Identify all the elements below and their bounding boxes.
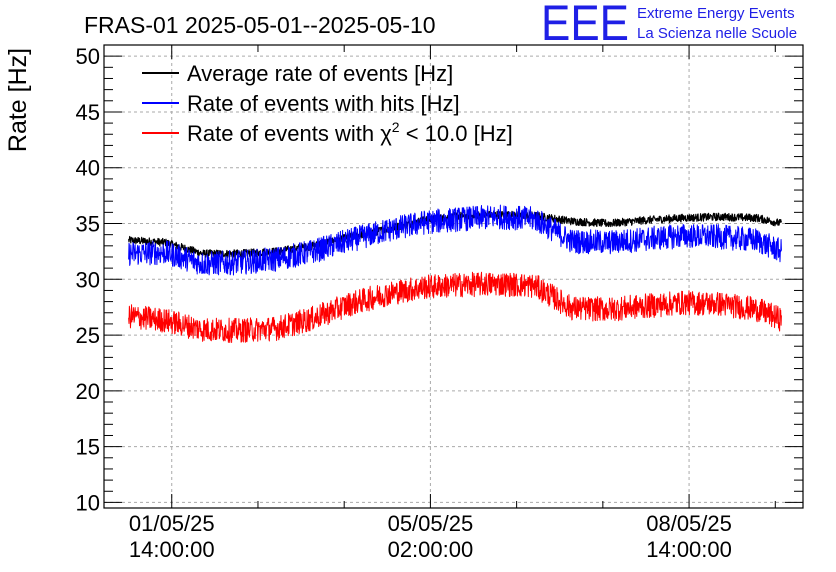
y-tick-label: 15 [76, 435, 100, 460]
y-tick-label: 45 [76, 100, 100, 125]
eee-logo-mark: EEE [541, 0, 629, 51]
series-line-3 [128, 271, 782, 344]
y-axis-label: Rate [Hz] [4, 48, 32, 152]
legend-label-2: Rate of events with hits [Hz] [187, 91, 460, 116]
eee-logo-line2: La Scienza nelle Scuole [637, 25, 797, 42]
chart-title: FRAS-01 2025-05-01--2025-05-10 [84, 12, 436, 38]
y-tick-label: 25 [76, 323, 100, 348]
y-tick-label: 50 [76, 44, 100, 69]
legend-label-1: Average rate of events [Hz] [187, 61, 453, 86]
y-tick-label: 10 [76, 490, 100, 515]
x-tick-label-time: 14:00:00 [129, 537, 215, 562]
y-tick-label: 40 [76, 156, 100, 181]
legend-label-3: Rate of events with χ2 < 10.0 [Hz] [187, 119, 513, 146]
series-line-2 [128, 204, 782, 276]
x-tick-label-time: 02:00:00 [388, 537, 474, 562]
axis-ticks [104, 44, 803, 508]
eee-logo: EEE Extreme Energy Events La Scienza nel… [541, 0, 797, 51]
x-tick-labels: 01/05/2514:00:0005/05/2502:00:0008/05/25… [129, 511, 732, 562]
y-tick-label: 35 [76, 212, 100, 237]
legend: Average rate of events [Hz] Rate of event… [142, 61, 513, 146]
plot-frame [103, 44, 804, 509]
series-lines [128, 204, 783, 344]
x-tick-label-time: 14:00:00 [646, 537, 732, 562]
x-tick-label-date: 08/05/25 [646, 511, 732, 536]
y-tick-label: 30 [76, 267, 100, 292]
eee-logo-line1: Extreme Energy Events [637, 5, 795, 22]
y-tick-label: 20 [76, 379, 100, 404]
x-tick-label-date: 05/05/25 [388, 511, 474, 536]
y-tick-labels: 10 15 20 25 30 35 40 45 50 [76, 44, 100, 515]
x-tick-label-date: 01/05/25 [129, 511, 215, 536]
